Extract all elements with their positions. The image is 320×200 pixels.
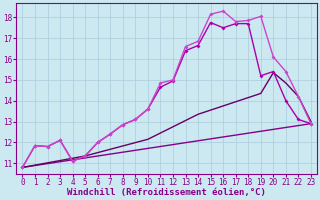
X-axis label: Windchill (Refroidissement éolien,°C): Windchill (Refroidissement éolien,°C) — [67, 188, 266, 197]
